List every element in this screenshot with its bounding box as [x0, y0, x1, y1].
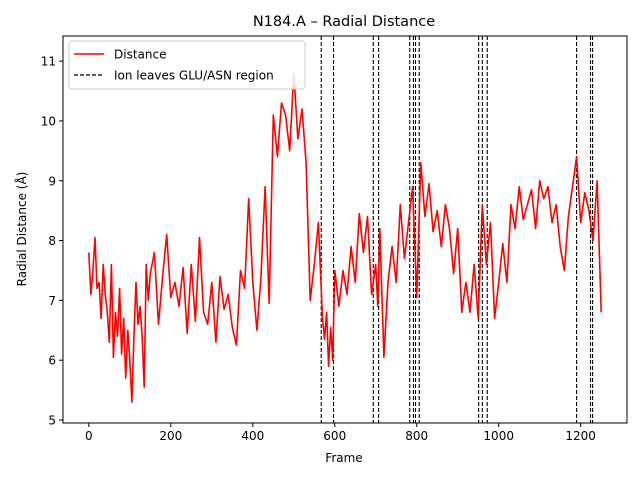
y-tick-label: 10: [41, 114, 56, 128]
x-tick-label: 1200: [565, 429, 596, 443]
legend-label-ion-leaves: Ion leaves GLU/ASN region: [114, 69, 274, 83]
x-tick-label: 200: [159, 429, 182, 443]
x-tick-label: 600: [323, 429, 346, 443]
y-tick-label: 8: [48, 234, 56, 248]
y-tick-label: 11: [41, 55, 56, 69]
distance-series-line: [88, 72, 602, 403]
y-axis-label: Radial Distance (Å): [14, 172, 29, 287]
x-tick-label: 1000: [483, 429, 514, 443]
y-axis: 5 6 7 8 9 10 11: [41, 55, 63, 428]
y-tick-label: 7: [48, 294, 56, 308]
legend: Distance Ion leaves GLU/ASN region: [68, 40, 306, 90]
plot-area-frame: [62, 35, 628, 424]
x-tick-label: 400: [241, 429, 264, 443]
chart-title: N184.A – Radial Distance: [253, 14, 435, 30]
x-tick-label: 800: [405, 429, 428, 443]
x-tick-label: 0: [85, 429, 93, 443]
legend-label-distance: Distance: [114, 48, 166, 62]
x-axis: 0 200 400 600 800 1000 1200: [85, 423, 596, 443]
x-axis-label: Frame: [325, 451, 362, 465]
y-tick-label: 6: [48, 354, 56, 368]
y-tick-label: 5: [48, 414, 56, 428]
y-tick-label: 9: [48, 174, 56, 188]
legend-box: [68, 40, 306, 90]
